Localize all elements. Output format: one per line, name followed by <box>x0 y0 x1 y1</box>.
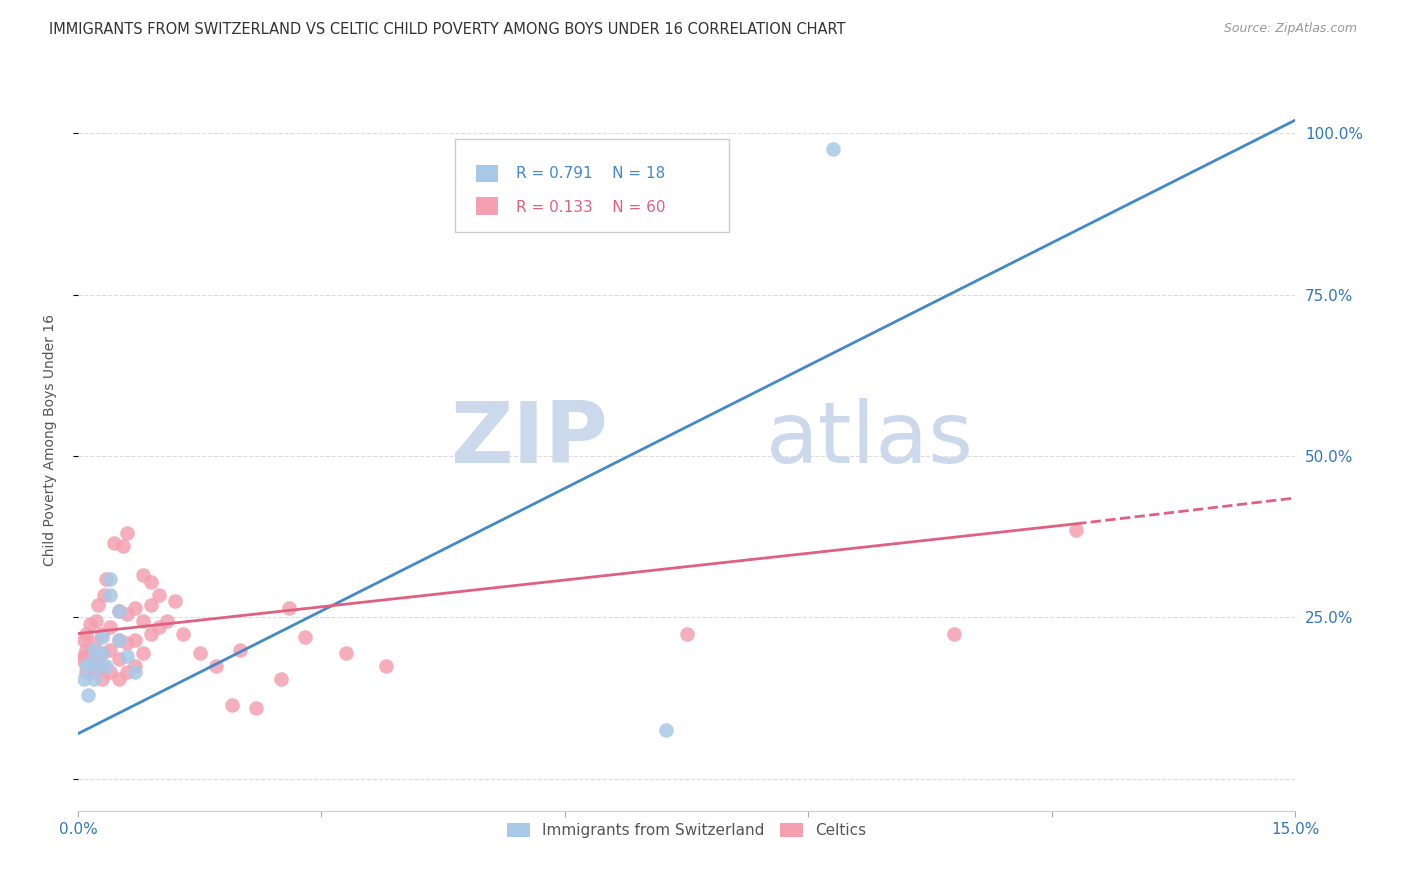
Point <box>76 688 98 702</box>
Point <box>655 723 678 738</box>
Point <box>172 626 194 640</box>
Point <box>100 620 122 634</box>
Point <box>76 659 98 673</box>
Point <box>294 630 316 644</box>
Point <box>100 642 122 657</box>
Point <box>91 630 114 644</box>
Point <box>83 672 105 686</box>
Point <box>278 600 301 615</box>
Point <box>675 626 697 640</box>
Y-axis label: Child Poverty Among Boys Under 16: Child Poverty Among Boys Under 16 <box>44 314 58 566</box>
Text: atlas: atlas <box>766 399 974 482</box>
Point <box>100 572 122 586</box>
Point <box>73 649 96 664</box>
Point <box>75 626 97 640</box>
Point <box>132 568 155 582</box>
Point <box>165 594 187 608</box>
Text: IMMIGRANTS FROM SWITZERLAND VS CELTIC CHILD POVERTY AMONG BOYS UNDER 16 CORRELAT: IMMIGRANTS FROM SWITZERLAND VS CELTIC CH… <box>49 22 846 37</box>
FancyBboxPatch shape <box>477 197 498 215</box>
Point <box>87 598 110 612</box>
Point <box>91 646 114 660</box>
Point <box>107 633 129 648</box>
Point <box>124 665 146 680</box>
Point <box>1064 523 1087 537</box>
Point <box>107 672 129 686</box>
Point <box>96 572 118 586</box>
Point <box>115 649 138 664</box>
Text: Source: ZipAtlas.com: Source: ZipAtlas.com <box>1223 22 1357 36</box>
Point <box>107 604 129 618</box>
Point <box>375 659 398 673</box>
Point <box>132 646 155 660</box>
Point <box>87 659 110 673</box>
Point <box>115 665 138 680</box>
Point <box>72 633 94 648</box>
Point <box>124 600 146 615</box>
FancyBboxPatch shape <box>477 165 498 182</box>
Point <box>139 598 162 612</box>
Point <box>96 659 118 673</box>
Point <box>75 665 97 680</box>
Point <box>148 620 170 634</box>
FancyBboxPatch shape <box>456 139 730 232</box>
Point <box>124 659 146 673</box>
Point <box>221 698 243 712</box>
Point <box>79 646 101 660</box>
Legend: Immigrants from Switzerland, Celtics: Immigrants from Switzerland, Celtics <box>501 817 872 845</box>
Point <box>107 652 129 666</box>
Point <box>107 633 129 648</box>
Point <box>93 588 115 602</box>
Point <box>943 626 966 640</box>
Point <box>245 701 267 715</box>
Point <box>124 633 146 648</box>
Point <box>139 626 162 640</box>
Point <box>111 540 134 554</box>
Point <box>103 536 125 550</box>
Point <box>100 665 122 680</box>
Point <box>83 652 105 666</box>
Point <box>91 672 114 686</box>
Point <box>107 604 129 618</box>
Point <box>91 626 114 640</box>
Point <box>83 636 105 650</box>
Point <box>229 642 252 657</box>
Point <box>100 588 122 602</box>
Point <box>79 656 101 670</box>
Point <box>73 672 96 686</box>
Point <box>270 672 292 686</box>
Point <box>139 574 162 589</box>
Point <box>83 642 105 657</box>
Point <box>188 646 211 660</box>
Point <box>205 659 228 673</box>
Point <box>335 646 357 660</box>
Point <box>75 659 97 673</box>
Point <box>84 614 107 628</box>
Point <box>132 614 155 628</box>
Point <box>91 646 114 660</box>
Point <box>115 607 138 622</box>
Point <box>83 665 105 680</box>
Point <box>156 614 179 628</box>
Point <box>75 642 97 657</box>
Text: R = 0.791    N = 18: R = 0.791 N = 18 <box>516 167 665 181</box>
Point <box>91 659 114 673</box>
Point <box>115 526 138 541</box>
Text: ZIP: ZIP <box>450 399 607 482</box>
Point <box>70 652 93 666</box>
Point <box>821 142 844 156</box>
Point <box>148 588 170 602</box>
Text: R = 0.133    N = 60: R = 0.133 N = 60 <box>516 200 665 215</box>
Point <box>115 636 138 650</box>
Point <box>79 616 101 631</box>
